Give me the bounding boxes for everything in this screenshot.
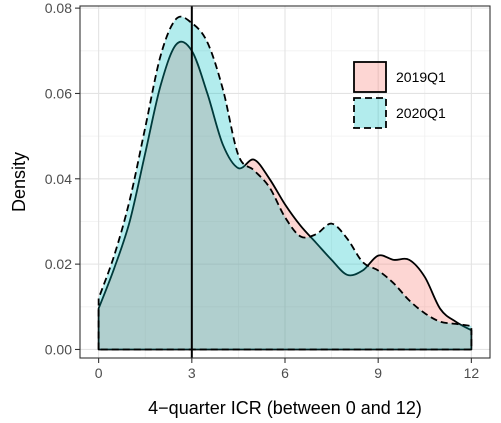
- y-tick-label: 0.02: [45, 256, 72, 272]
- y-tick-label: 0.00: [45, 341, 72, 357]
- x-tick-label: 9: [374, 365, 382, 381]
- x-tick-label: 0: [95, 365, 103, 381]
- y-tick-label: 0.04: [45, 171, 72, 187]
- y-tick-label: 0.08: [45, 0, 72, 16]
- density-line-2019q1: [97, 40, 473, 351]
- legend: 2019Q1 2020Q1: [353, 61, 446, 129]
- y-axis-title: Density: [9, 152, 29, 212]
- legend-label-2020q1: 2020Q1: [396, 105, 446, 121]
- x-tick-label: 3: [188, 365, 196, 381]
- x-tick-label: 12: [464, 365, 480, 381]
- x-axis-ticks: 0 3 6 9 12: [95, 358, 480, 381]
- x-axis-title: 4−quarter ICR (between 0 and 12): [148, 398, 422, 418]
- y-tick-label: 0.06: [45, 85, 72, 101]
- x-tick-label: 6: [281, 365, 289, 381]
- legend-label-2019q1: 2019Q1: [396, 69, 446, 85]
- legend-key-2020q1: [353, 97, 387, 129]
- y-axis-ticks: 0.00 0.02 0.04 0.06 0.08: [45, 0, 80, 357]
- legend-key-2019q1: [353, 61, 387, 93]
- density-line-2020q1: [97, 15, 473, 351]
